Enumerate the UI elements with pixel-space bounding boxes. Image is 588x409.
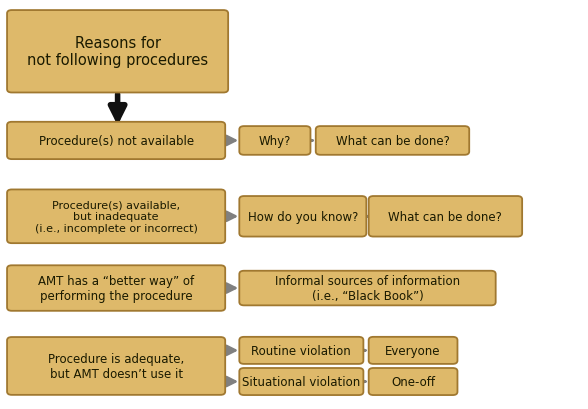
Text: What can be done?: What can be done? <box>389 210 502 223</box>
FancyBboxPatch shape <box>7 337 225 395</box>
FancyBboxPatch shape <box>239 368 363 395</box>
FancyBboxPatch shape <box>7 122 225 160</box>
Text: Situational violation: Situational violation <box>242 375 360 388</box>
FancyBboxPatch shape <box>7 266 225 311</box>
Text: Reasons for
not following procedures: Reasons for not following procedures <box>27 36 208 68</box>
Text: AMT has a “better way” of
performing the procedure: AMT has a “better way” of performing the… <box>38 274 194 302</box>
Text: Everyone: Everyone <box>385 344 441 357</box>
FancyBboxPatch shape <box>239 271 496 306</box>
FancyBboxPatch shape <box>239 127 310 155</box>
Text: One-off: One-off <box>391 375 435 388</box>
FancyBboxPatch shape <box>316 127 469 155</box>
FancyBboxPatch shape <box>369 337 457 364</box>
Text: Procedure(s) not available: Procedure(s) not available <box>39 135 193 148</box>
FancyBboxPatch shape <box>239 337 363 364</box>
FancyBboxPatch shape <box>369 197 522 237</box>
FancyBboxPatch shape <box>239 197 366 237</box>
Text: How do you know?: How do you know? <box>248 210 358 223</box>
FancyBboxPatch shape <box>7 190 225 243</box>
Text: Routine violation: Routine violation <box>252 344 351 357</box>
FancyBboxPatch shape <box>369 368 457 395</box>
Text: Procedure(s) available,
but inadequate
(i.e., incomplete or incorrect): Procedure(s) available, but inadequate (… <box>35 200 198 233</box>
Text: What can be done?: What can be done? <box>336 135 449 148</box>
Text: Why?: Why? <box>259 135 291 148</box>
Text: Informal sources of information
(i.e., “Black Book”): Informal sources of information (i.e., “… <box>275 274 460 302</box>
FancyBboxPatch shape <box>7 11 228 93</box>
Text: Procedure is adequate,
but AMT doesn’t use it: Procedure is adequate, but AMT doesn’t u… <box>48 352 184 380</box>
